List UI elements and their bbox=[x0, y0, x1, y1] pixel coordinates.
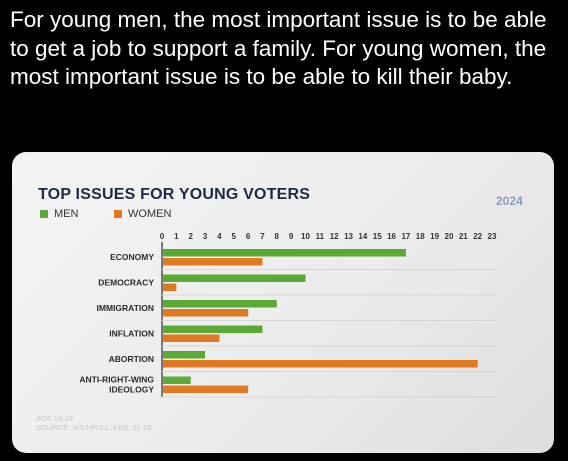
legend-label-women: WOMEN bbox=[128, 208, 172, 220]
bar-men bbox=[163, 351, 206, 359]
x-tick-label: 3 bbox=[203, 232, 208, 241]
x-tick-label: 4 bbox=[217, 232, 222, 241]
x-tick-label: 5 bbox=[232, 232, 237, 241]
legend-item-men: MEN bbox=[40, 208, 78, 220]
bar-men bbox=[163, 249, 406, 257]
year-badge: 2024 bbox=[496, 194, 523, 208]
footnote-source: SOURCE: WSJ POLL, FEB. 21-28 bbox=[36, 423, 152, 432]
bar-men bbox=[163, 274, 306, 282]
x-tick-label: 15 bbox=[373, 232, 382, 241]
x-tick-label: 22 bbox=[473, 232, 482, 241]
bar-women bbox=[163, 283, 177, 291]
bar-women bbox=[163, 258, 263, 266]
legend-swatch-men bbox=[40, 210, 48, 219]
bar-men bbox=[163, 300, 277, 308]
bar-chart: 0 1 2 3 4 5 6 7 8 9 10 11 12 13 14 15 16 17 18 19 20 21 22 23EC… bbox=[79, 232, 497, 398]
x-tick-label: 6 bbox=[246, 232, 251, 241]
legend-label-men: MEN bbox=[54, 208, 79, 220]
x-tick-label: 10 bbox=[301, 232, 310, 241]
category-label: INFLATION bbox=[109, 328, 154, 338]
bar-women bbox=[163, 334, 220, 342]
x-tick-label: 12 bbox=[330, 232, 339, 241]
bar-men bbox=[163, 376, 191, 384]
legend-item-women: WOMEN bbox=[114, 208, 171, 220]
post-text: For young men, the most important issue … bbox=[10, 7, 547, 89]
category-label: IMMIGRATION bbox=[97, 303, 154, 313]
x-tick-label: 0 bbox=[160, 232, 165, 241]
legend-swatch-women bbox=[114, 210, 122, 219]
x-tick-label: 7 bbox=[260, 232, 265, 241]
x-tick-label: 8 bbox=[275, 232, 280, 241]
x-tick-label: 18 bbox=[416, 232, 425, 241]
x-tick-label: 11 bbox=[316, 232, 325, 241]
chart-title: TOP ISSUES FOR YOUNG VOTERS bbox=[38, 186, 311, 203]
x-tick-label: 2 bbox=[188, 232, 193, 241]
bar-men bbox=[163, 325, 263, 333]
x-tick-label: 13 bbox=[344, 232, 353, 241]
category-label: DEMOCRACY bbox=[98, 277, 154, 287]
category-label: ANTI-RIGHT-WING IDEOLOGY bbox=[79, 374, 154, 394]
x-tick-label: 17 bbox=[401, 232, 410, 241]
x-tick-label: 23 bbox=[488, 232, 497, 241]
chart-footnote: AGE 18-29 SOURCE: WSJ POLL, FEB. 21-28 bbox=[36, 414, 151, 432]
x-tick-label: 20 bbox=[445, 232, 454, 241]
bar-women bbox=[163, 385, 249, 393]
x-tick-label: 21 bbox=[459, 232, 468, 241]
footnote-age: AGE 18-29 bbox=[36, 414, 74, 423]
category-label: ABORTION bbox=[109, 354, 154, 364]
x-tick-label: 19 bbox=[430, 232, 439, 241]
chart-image-card[interactable]: TOP ISSUES FOR YOUNG VOTERS 2024 MEN WOM… bbox=[12, 152, 554, 453]
x-tick-label: 9 bbox=[289, 232, 294, 241]
x-tick-label: 14 bbox=[358, 232, 367, 241]
x-tick-label: 1 bbox=[174, 232, 179, 241]
category-label: ECONOMY bbox=[110, 252, 154, 262]
bar-women bbox=[163, 309, 249, 317]
x-tick-label: 16 bbox=[387, 232, 396, 241]
bar-women bbox=[163, 360, 478, 368]
